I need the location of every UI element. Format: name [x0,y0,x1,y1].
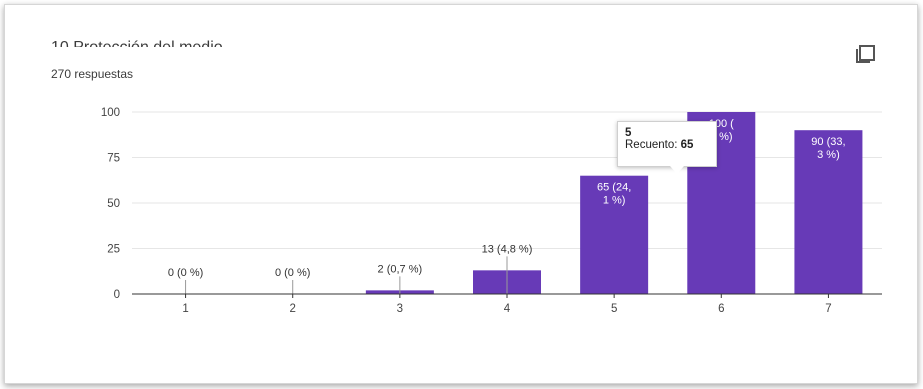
bar-5 [580,175,649,294]
y-tick-label: 50 [107,198,120,210]
y-tick-label: 25 [107,244,120,256]
x-tick-label: 3 [397,303,403,315]
data-label: 65 (24, [597,182,631,194]
bar-tooltip: 5 Recuento: 65 [617,121,717,167]
y-tick-label: 0 [114,289,120,301]
data-label: 3 %) [817,149,840,161]
data-label: 2 (0,7 %) [378,263,423,275]
y-tick-label: 75 [107,153,120,165]
x-tick-label: 4 [504,303,511,315]
copy-chart-icon[interactable] [855,45,877,63]
tooltip-value: 65 [680,139,694,151]
tooltip-category: 5 [625,127,632,139]
data-label: 90 (33, [811,136,845,148]
bar-7 [794,130,863,294]
chart-card: 10.Protección del medio 270 respuestas [4,4,918,384]
tooltip-pointer [670,166,684,174]
x-tick-label: 5 [611,303,617,315]
data-label: 0 (0 %) [275,267,310,279]
x-tick-label: 6 [718,303,724,315]
x-tick-label: 7 [825,303,831,315]
tooltip-label: Recuento: [625,139,678,151]
x-tick-label: 2 [290,303,296,315]
data-label: 0 (0 %) [168,267,203,279]
question-title: 10.Protección del medio [51,33,223,47]
data-label: 1 %) [603,195,626,207]
data-label: 13 (4,8 %) [482,243,533,255]
y-tick-label: 100 [101,107,120,119]
x-tick-label: 1 [182,303,188,315]
response-count: 270 respuestas [51,67,134,81]
